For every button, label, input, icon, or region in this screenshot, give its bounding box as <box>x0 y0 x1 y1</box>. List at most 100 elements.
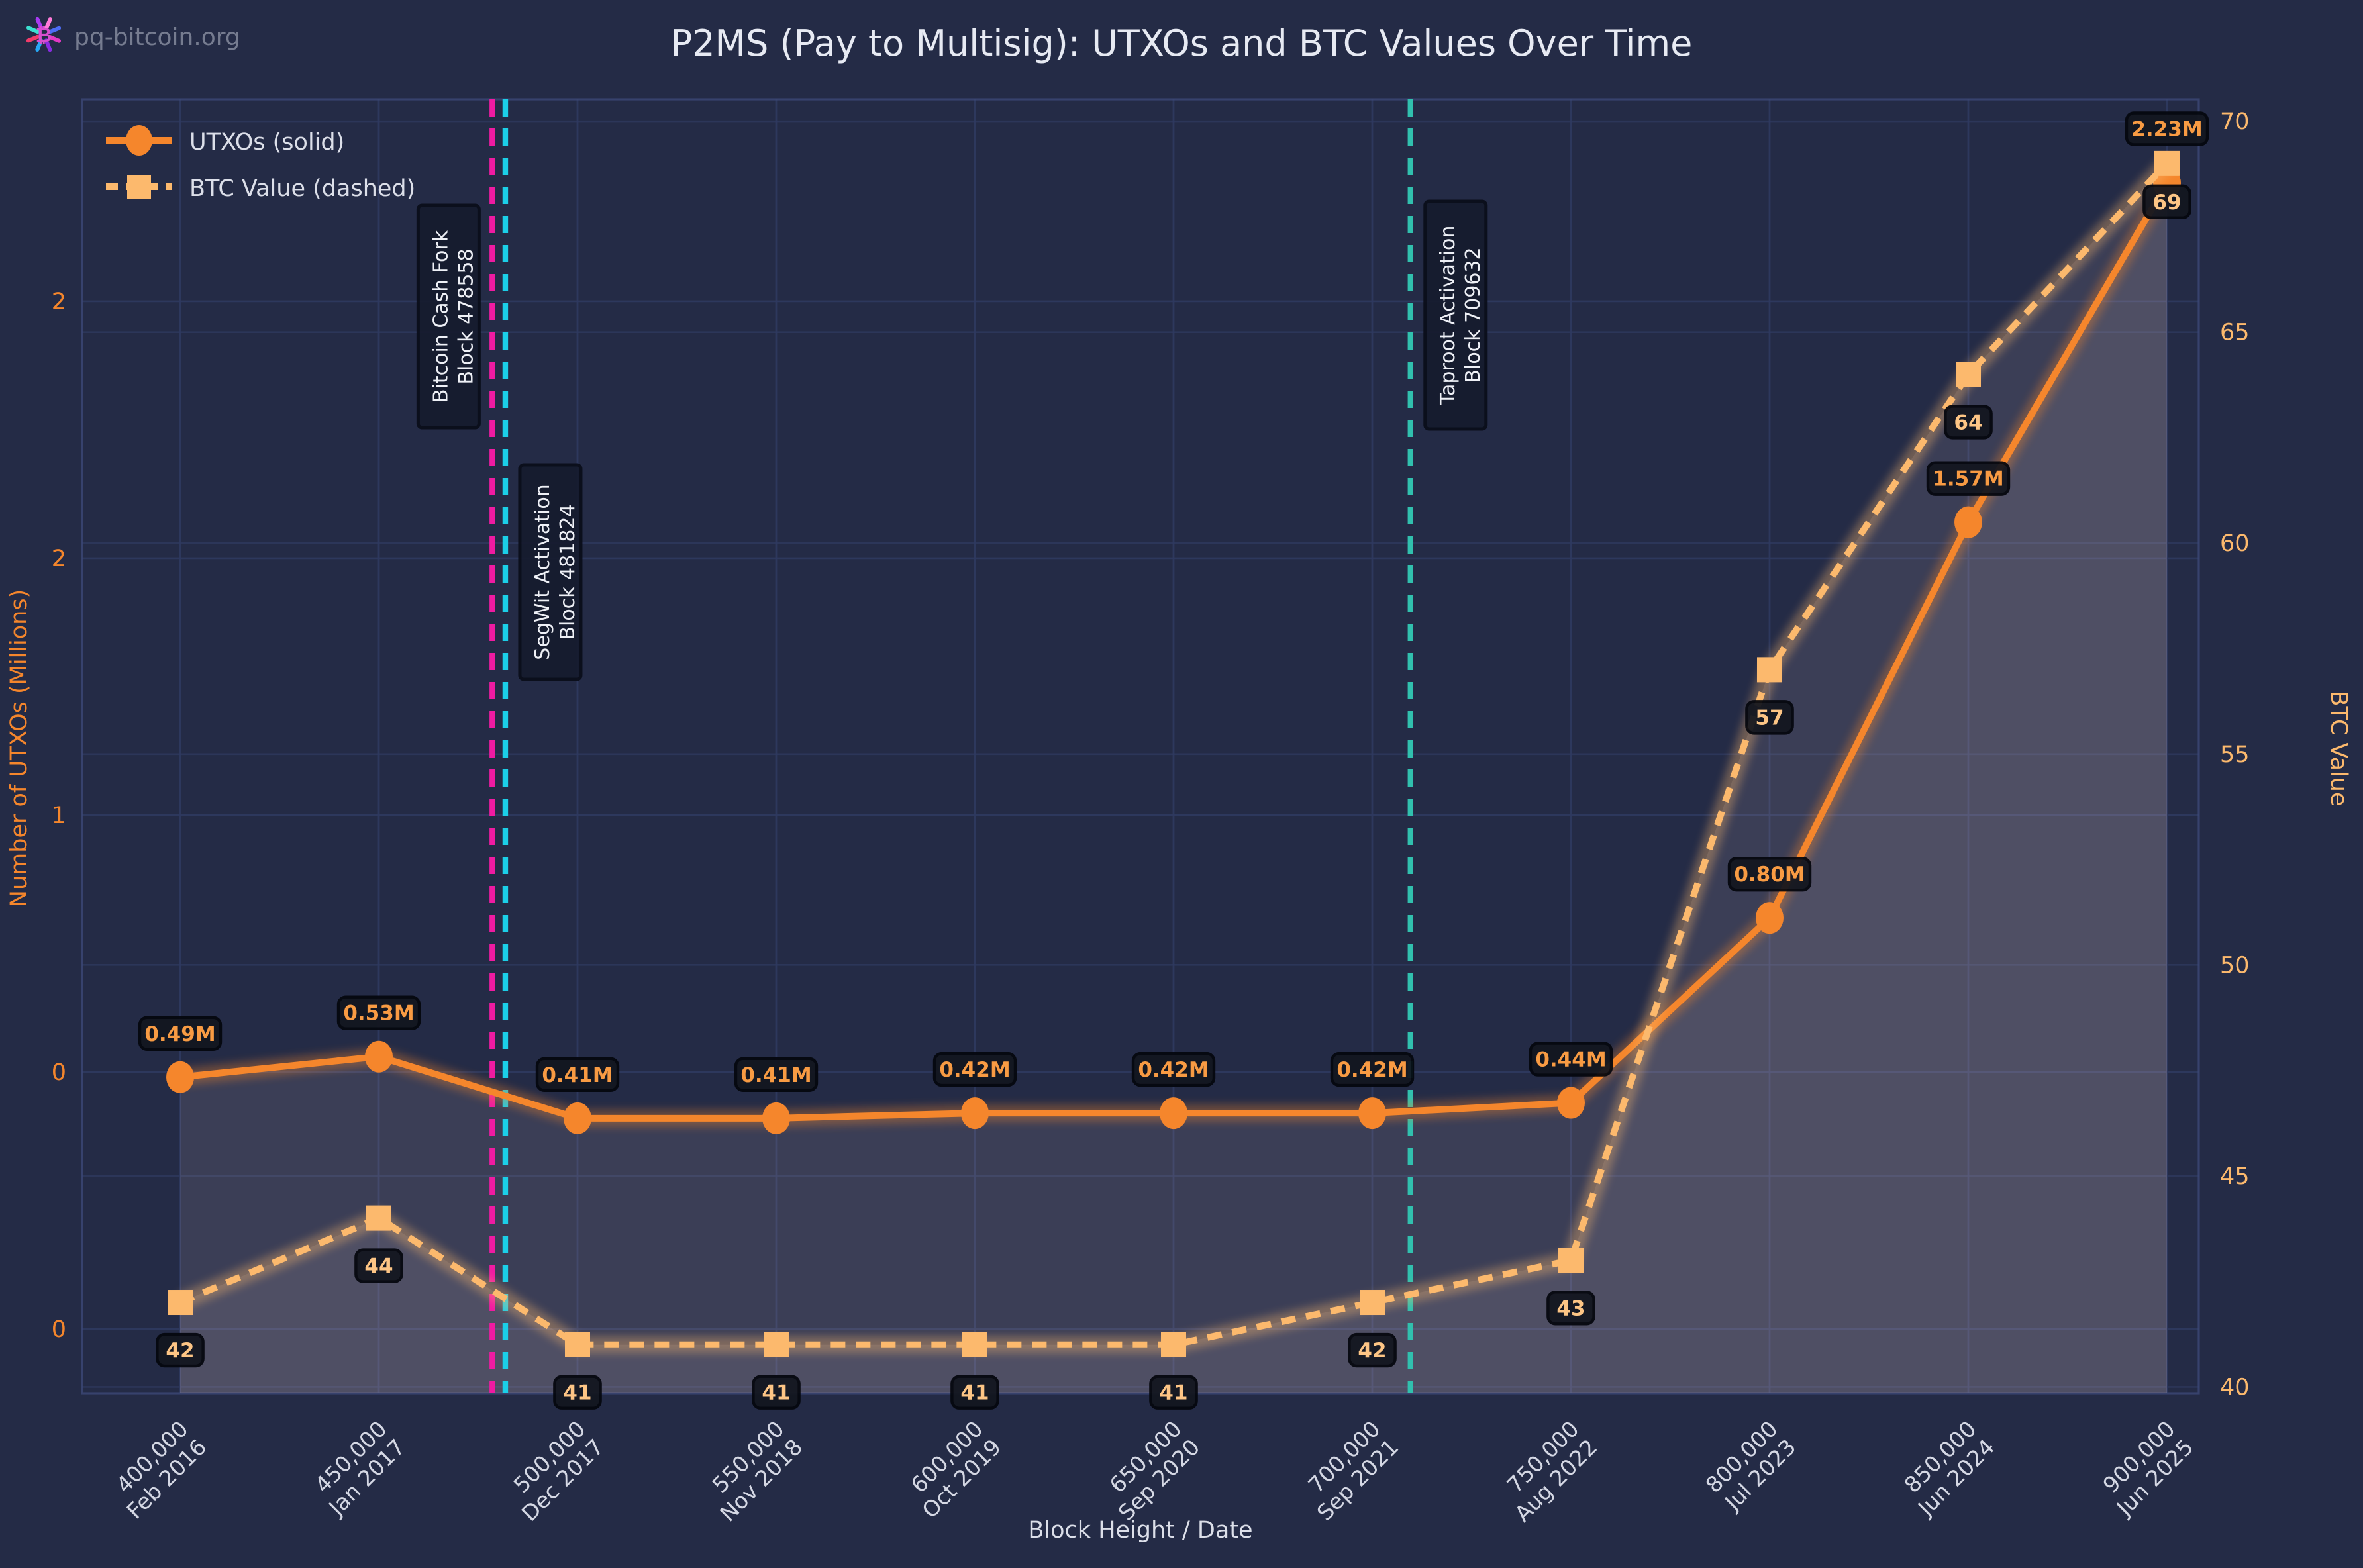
logo-ray <box>44 38 52 52</box>
btc-point-750,000 <box>1558 1248 1584 1273</box>
point-label-box <box>336 995 421 1030</box>
x-tick-label: 900,000Jun 2025 <box>2092 1416 2198 1522</box>
point-label-box <box>932 1052 1017 1087</box>
logo: ₿ pq-bitcoin.org <box>26 17 240 52</box>
point-label-box <box>535 1057 620 1093</box>
btc-point-450,000 <box>366 1205 391 1231</box>
right-y-tick-label: 60 <box>2220 530 2250 557</box>
btc-point-700,000 <box>1360 1290 1385 1316</box>
x-tick-label: 750,000Aug 2022 <box>1491 1416 1603 1527</box>
point-label: 0.42M <box>1336 1058 1407 1082</box>
bitcoin-glyph: ₿ <box>36 24 52 47</box>
utxo-point-400,000 <box>166 1061 194 1093</box>
point-label-box <box>1546 1291 1595 1326</box>
point-label-box <box>138 1016 223 1051</box>
area-fill-utxos <box>180 183 2167 1393</box>
point-label-box <box>950 1375 999 1410</box>
utxo-point-450,000 <box>365 1040 393 1073</box>
x-tick-label: 850,000Jun 2024 <box>1893 1416 1999 1522</box>
bitcoin-burst-icon: ₿ <box>26 17 62 52</box>
event-label-box <box>518 463 583 681</box>
area-fills <box>180 163 2167 1394</box>
utxo-point-850,000 <box>1954 506 1982 538</box>
right-y-tick-label: 55 <box>2220 742 2250 768</box>
point-label-box <box>1149 1375 1198 1410</box>
left-y-axis-title: Number of UTXOs (Millions) <box>6 589 32 907</box>
left-y-tick-label: 1 <box>52 803 66 829</box>
point-label: 0.41M <box>740 1063 811 1087</box>
x-tick-label: 700,000Sep 2021 <box>1293 1416 1403 1526</box>
event-label-line: Block 481824 <box>556 504 579 640</box>
btc-point-600,000 <box>962 1332 987 1357</box>
point-label: 64 <box>1954 411 1982 434</box>
point-label-box <box>1529 1042 1613 1077</box>
data-labels: 0.49M 0.53M 0.41M 0.41M 0.42M 0.42M 0.42M 0.44M… <box>138 111 2209 1410</box>
btc-point-900,000 <box>2154 150 2180 176</box>
point-label-box <box>2125 111 2209 146</box>
logo-ray <box>48 26 62 34</box>
area-fill-btc <box>180 163 2167 1394</box>
right-y-tick-label: 45 <box>2220 1163 2250 1190</box>
point-label-box <box>553 1375 602 1410</box>
logo-ray <box>35 38 44 52</box>
utxo-point-550,000 <box>762 1102 790 1134</box>
point-label: 42 <box>1358 1339 1386 1363</box>
event-lines <box>483 99 1419 1393</box>
utxo-point-500,000 <box>564 1102 591 1134</box>
logo-ray <box>35 17 44 30</box>
legend-utxo-marker-icon <box>126 125 152 156</box>
x-tick-label: 800,000Jul 2023 <box>1701 1416 1801 1516</box>
event-label-box <box>416 203 481 430</box>
x-axis-title: Block Height / Date <box>1028 1517 1252 1544</box>
point-label: 0.41M <box>542 1063 613 1087</box>
x-tick-label: 550,000Nov 2018 <box>697 1416 808 1527</box>
btc-point-800,000 <box>1757 657 1782 683</box>
point-label-box <box>156 1332 205 1368</box>
point-label: 0.44M <box>1535 1048 1606 1072</box>
x-tick-label: 500,000Dec 2017 <box>498 1416 609 1526</box>
point-label: 0.49M <box>144 1022 215 1046</box>
point-label: 44 <box>364 1255 393 1279</box>
logo-text: pq-bitcoin.org <box>74 24 240 51</box>
point-label: 0.80M <box>1734 863 1805 887</box>
btc-point-850,000 <box>1956 362 1981 387</box>
x-tick-label: 600,000Oct 2019 <box>899 1416 1006 1523</box>
point-label-box <box>752 1375 801 1410</box>
point-label: 0.53M <box>343 1002 414 1026</box>
btc-point-650,000 <box>1161 1332 1186 1357</box>
utxo-point-750,000 <box>1557 1087 1585 1119</box>
legend-item-utxos: UTXOs (solid) <box>106 125 344 156</box>
event-label-line: Bitcoin Cash Fork <box>429 230 452 403</box>
point-label-box <box>2142 184 2191 220</box>
chart-title: P2MS (Pay to Multisig): UTXOs and BTC Va… <box>671 23 1693 64</box>
right-y-tick-label: 70 <box>2220 109 2250 135</box>
point-label: 41 <box>960 1381 989 1405</box>
logo-ray <box>48 34 62 43</box>
point-label: 42 <box>166 1339 194 1363</box>
legend-item-btc: BTC Value (dashed) <box>106 175 415 202</box>
btc-point-500,000 <box>565 1332 590 1357</box>
point-label-box <box>1944 405 1993 440</box>
btc-point-400,000 <box>168 1290 193 1316</box>
logo-ray <box>26 26 40 34</box>
point-label: 41 <box>1159 1381 1187 1405</box>
point-label-box <box>1348 1332 1397 1368</box>
utxo-point-600,000 <box>961 1097 989 1130</box>
point-label: 0.42M <box>939 1058 1010 1082</box>
data-series <box>166 150 2181 1357</box>
point-label: 41 <box>762 1381 790 1405</box>
point-label-box <box>354 1248 403 1283</box>
legend-btc-marker-icon <box>127 175 151 199</box>
utxo-point-800,000 <box>1756 902 1784 934</box>
event-label-line: Block 478558 <box>454 248 478 384</box>
right-y-tick-label: 40 <box>2220 1374 2250 1400</box>
right-y-tick-label: 65 <box>2220 320 2250 346</box>
left-y-tick-label: 2 <box>52 546 66 572</box>
btc-point-550,000 <box>764 1332 789 1357</box>
point-label: 69 <box>2152 191 2181 215</box>
utxo-point-700,000 <box>1358 1097 1386 1130</box>
left-y-tick-label: 0 <box>52 1059 66 1086</box>
x-tick-label: 400,000Feb 2016 <box>103 1416 211 1524</box>
